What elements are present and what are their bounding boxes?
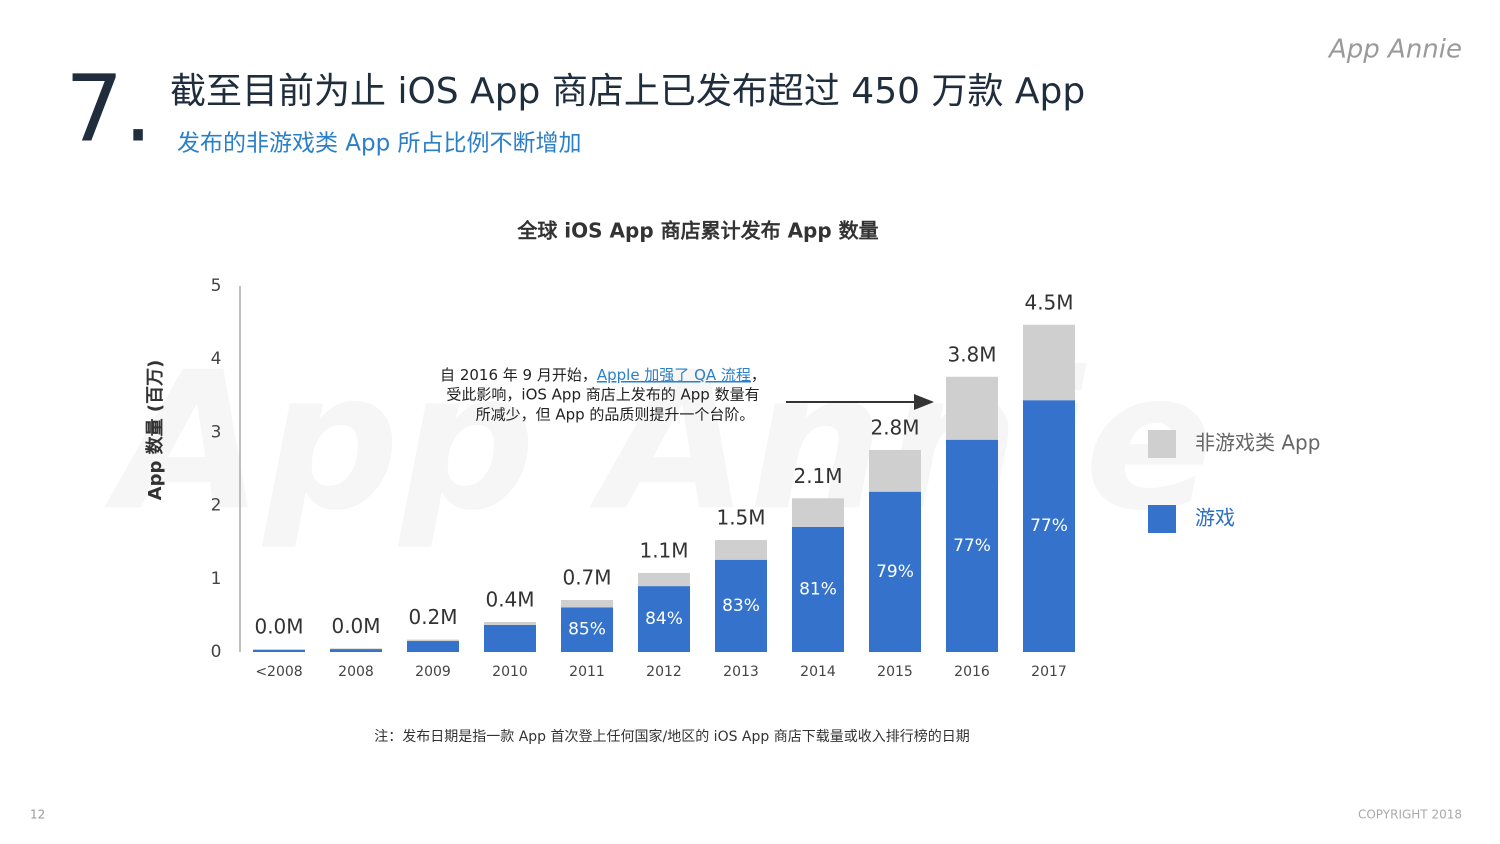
total-label: 2.8M bbox=[870, 415, 919, 439]
copyright: COPYRIGHT 2018 bbox=[1358, 808, 1462, 822]
logo: App Annie bbox=[1327, 35, 1462, 65]
annotation-text: ， bbox=[751, 366, 766, 384]
bar-segment bbox=[253, 649, 305, 650]
y-tick-label: 4 bbox=[211, 349, 222, 369]
annotation-text: 自 2016 年 9 月开始， bbox=[440, 366, 597, 384]
bar-segment bbox=[869, 449, 921, 492]
legend-swatch bbox=[1148, 505, 1176, 533]
x-tick-label: <2008 bbox=[255, 664, 302, 680]
x-tick-label: 2014 bbox=[800, 664, 836, 680]
bar-segment bbox=[484, 621, 536, 625]
bar-segment bbox=[946, 439, 998, 652]
total-label: 0.2M bbox=[408, 605, 457, 629]
bar-segment bbox=[638, 586, 690, 652]
total-label: 4.5M bbox=[1024, 290, 1073, 314]
page-number: 12 bbox=[30, 808, 45, 822]
y-tick-label: 1 bbox=[211, 569, 222, 589]
slide-title: 截至目前为止 iOS App 商店上已发布超过 450 万款 App bbox=[170, 71, 1085, 112]
slide-subtitle: 发布的非游戏类 App 所占比例不断增加 bbox=[177, 131, 582, 157]
share-label: 84% bbox=[645, 609, 683, 629]
slide-number: 7. bbox=[65, 55, 153, 162]
legend-label: 非游戏类 App bbox=[1195, 431, 1320, 455]
x-tick-label: 2009 bbox=[415, 664, 451, 680]
total-label: 1.1M bbox=[639, 538, 688, 562]
legend-label: 游戏 bbox=[1195, 506, 1235, 530]
total-label: 1.5M bbox=[716, 506, 765, 530]
bar-segment bbox=[561, 607, 613, 652]
share-label: 77% bbox=[953, 536, 991, 556]
annotation-line: 所减少，但 App 的品质则提升一个台阶。 bbox=[476, 406, 755, 424]
x-tick-label: 2017 bbox=[1031, 664, 1067, 680]
bar-segment bbox=[792, 498, 844, 527]
x-tick-label: 2008 bbox=[338, 664, 374, 680]
x-tick-label: 2012 bbox=[646, 664, 682, 680]
bar-segment bbox=[407, 639, 459, 642]
annotation-line: 受此影响，iOS App 商店上发布的 App 数量有 bbox=[446, 386, 759, 404]
x-tick-label: 2016 bbox=[954, 664, 990, 680]
bar-segment bbox=[638, 572, 690, 587]
bar-segment bbox=[715, 559, 767, 652]
bar-segment bbox=[484, 624, 536, 652]
share-label: 77% bbox=[1030, 516, 1068, 536]
share-label: 81% bbox=[799, 579, 837, 599]
x-tick-label: 2011 bbox=[569, 664, 605, 680]
bar-segment bbox=[330, 648, 382, 650]
y-tick-label: 3 bbox=[211, 422, 222, 442]
y-axis-label: App 数量 (百万) bbox=[144, 360, 166, 501]
footnote: 注：发布日期是指一款 App 首次登上任何国家/地区的 iOS App 商店下载… bbox=[374, 728, 969, 745]
annotation-line: 自 2016 年 9 月开始，Apple 加强了 QA 流程， bbox=[440, 366, 766, 384]
y-tick-label: 2 bbox=[211, 496, 222, 516]
y-tick-label: 0 bbox=[211, 642, 222, 662]
bar-segment bbox=[792, 526, 844, 652]
share-label: 85% bbox=[568, 620, 606, 640]
bar-segment bbox=[1023, 324, 1075, 401]
legend-swatch bbox=[1148, 430, 1176, 458]
share-label: 79% bbox=[876, 562, 914, 582]
bar-segment bbox=[715, 540, 767, 560]
bar-segment bbox=[561, 600, 613, 608]
bar-segment bbox=[330, 649, 382, 652]
bar-segment bbox=[253, 649, 305, 652]
total-label: 0.7M bbox=[562, 566, 611, 590]
total-label: 2.1M bbox=[793, 464, 842, 488]
chart-title: 全球 iOS App 商店累计发布 App 数量 bbox=[516, 219, 878, 243]
share-label: 83% bbox=[722, 596, 760, 616]
bar-segment bbox=[946, 376, 998, 440]
total-label: 3.8M bbox=[947, 342, 996, 366]
annotation-link[interactable]: Apple 加强了 QA 流程 bbox=[597, 366, 751, 384]
x-tick-label: 2010 bbox=[492, 664, 528, 680]
bar-segment bbox=[407, 641, 459, 652]
bar-segment bbox=[869, 491, 921, 652]
total-label: 0.0M bbox=[331, 614, 380, 638]
y-tick-label: 5 bbox=[211, 276, 222, 296]
total-label: 0.4M bbox=[485, 587, 534, 611]
bar-segment bbox=[1023, 400, 1075, 652]
total-label: 0.0M bbox=[254, 615, 303, 639]
x-tick-label: 2015 bbox=[877, 664, 913, 680]
x-tick-label: 2013 bbox=[723, 664, 759, 680]
